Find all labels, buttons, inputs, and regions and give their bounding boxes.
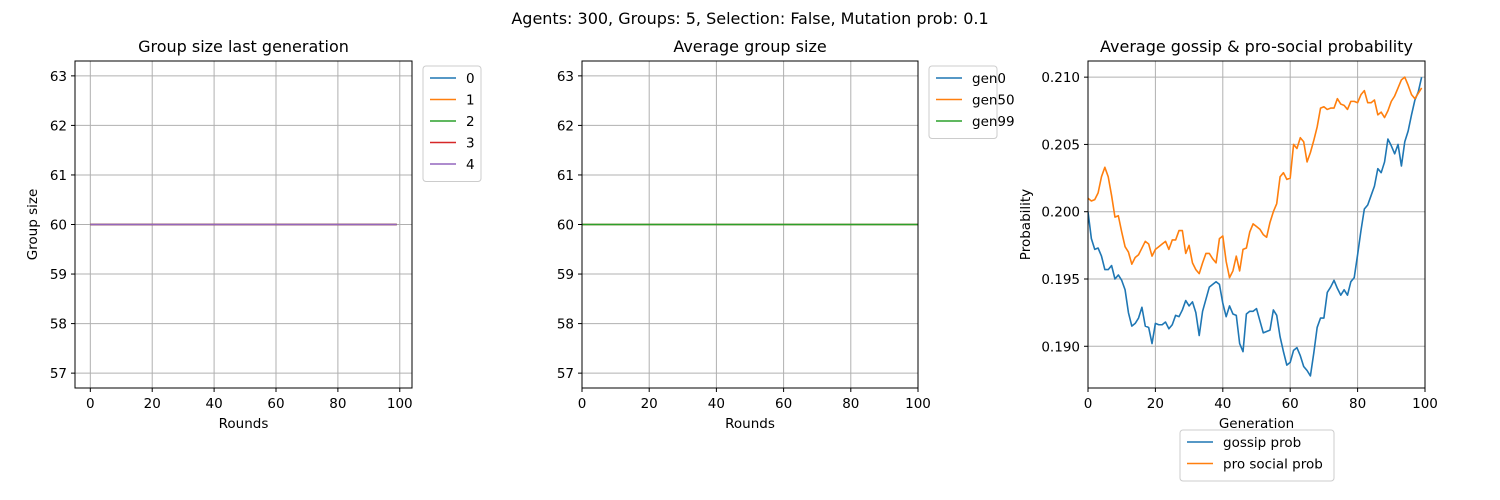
x-tick-label: 100 [905, 396, 931, 412]
x-tick-label: 80 [329, 396, 346, 412]
y-tick-label: 60 [557, 218, 574, 234]
y-tick-label: 63 [557, 69, 574, 85]
y-tick-label: 58 [557, 317, 574, 333]
y-axis-label: Group size [25, 189, 41, 261]
y-tick-label: 57 [557, 366, 574, 382]
y-tick-label: 0.200 [1041, 205, 1080, 221]
x-tick-label: 60 [267, 396, 284, 412]
y-tick-label: 61 [50, 168, 67, 184]
x-tick-label: 40 [708, 396, 725, 412]
y-tick-label: 0.205 [1041, 137, 1080, 153]
x-tick-label: 20 [144, 396, 161, 412]
legend-label: gossip prob [1223, 435, 1301, 451]
axes-frame [1087, 60, 1426, 389]
x-axis-label: Rounds [219, 416, 269, 432]
x-tick-label: 0 [578, 396, 587, 412]
legend-label: 0 [466, 71, 475, 87]
x-tick-label: 80 [1349, 396, 1366, 412]
legend-label: 2 [466, 114, 475, 130]
y-tick-label: 61 [557, 168, 574, 184]
y-tick-label: 59 [50, 267, 67, 283]
x-tick-label: 80 [842, 396, 859, 412]
series-line-gossip-prob [1088, 76, 1423, 377]
grid [1087, 61, 1426, 388]
y-tick-label: 0.210 [1041, 70, 1080, 86]
y-tick-label: 63 [50, 69, 67, 85]
series-line-pro-social-prob [1088, 76, 1423, 279]
y-tick-label: 62 [50, 118, 67, 134]
x-tick-label: 20 [1147, 396, 1164, 412]
x-tick-label: 60 [775, 396, 792, 412]
x-tick-label: 60 [1282, 396, 1299, 412]
x-tick-label: 100 [387, 396, 413, 412]
y-tick-label: 0.195 [1041, 272, 1080, 288]
legend-label: 3 [466, 136, 475, 152]
x-tick-label: 100 [1412, 396, 1438, 412]
series-group [1088, 76, 1423, 377]
x-tick-label: 0 [1084, 396, 1093, 412]
legend-label: 4 [466, 157, 475, 173]
legend: gossip prob pro social prob [1179, 429, 1335, 482]
legend-label: pro social prob [1223, 457, 1323, 473]
x-tick-label: 20 [641, 396, 658, 412]
y-tick-label: 58 [50, 317, 67, 333]
legend-label: gen99 [972, 114, 1015, 130]
x-axis-label: Generation [1219, 416, 1294, 432]
y-tick-label: 60 [50, 218, 67, 234]
chart-title: Average gossip & pro-social probability [1100, 37, 1413, 56]
y-tick-label: 59 [557, 267, 574, 283]
legend: gen0 gen50 gen99 [928, 65, 1015, 139]
y-axis-label: Probability [1018, 189, 1034, 260]
legend-label: gen0 [972, 71, 1006, 87]
x-tick-label: 40 [1214, 396, 1231, 412]
chart-title: Average group size [673, 37, 826, 56]
chart-title: Group size last generation [138, 37, 349, 56]
x-axis-label: Rounds [725, 416, 775, 432]
legend-box [1179, 429, 1335, 482]
y-tick-label: 57 [50, 366, 67, 382]
y-tick-label: 62 [557, 118, 574, 134]
legend-label: gen50 [972, 93, 1015, 109]
figure-suptitle: Agents: 300, Groups: 5, Selection: False… [511, 9, 988, 28]
chart-2: 0 20 40 60 80 100 0.190 0.195 0.200 0.205 0.210 Ave… [1018, 37, 1438, 482]
x-tick-label: 0 [86, 396, 95, 412]
legend-label: 1 [466, 93, 475, 109]
legend: 0 1 2 3 4 [422, 65, 482, 182]
legend-box [422, 65, 482, 182]
y-tick-label: 0.190 [1041, 339, 1080, 355]
chart-1: 0 20 40 60 80 100 57 58 59 60 61 62 63 Average group … [557, 37, 1015, 432]
x-tick-label: 40 [206, 396, 223, 412]
